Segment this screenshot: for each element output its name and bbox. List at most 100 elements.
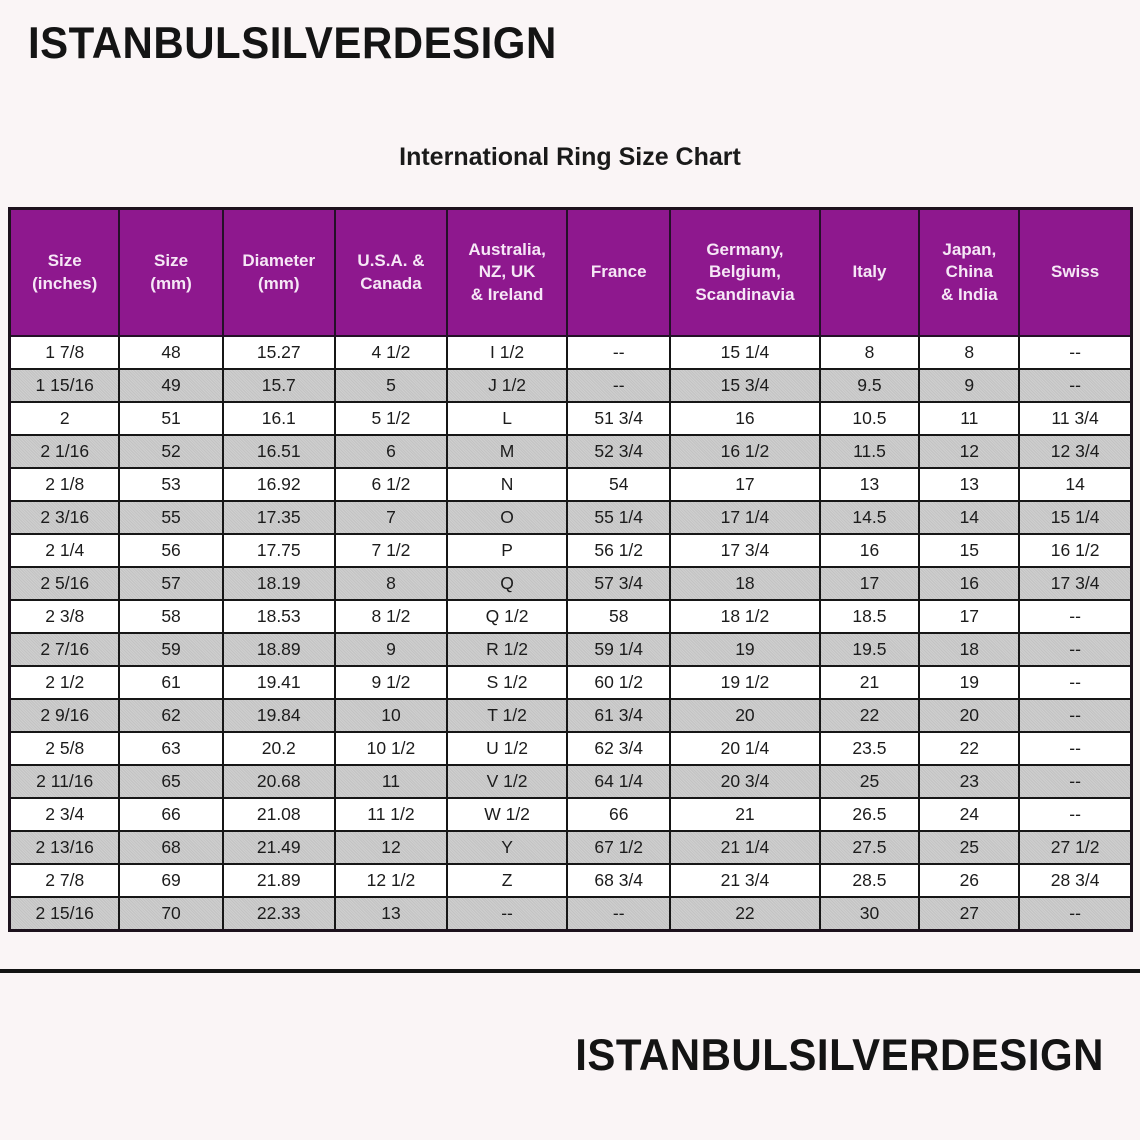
table-cell: 55 <box>118 500 224 535</box>
table-cell: 49 <box>118 368 224 403</box>
table-cell: 20 1/4 <box>669 731 821 766</box>
table-cell: 6 <box>333 434 449 469</box>
table-cell: 23 <box>918 764 1021 799</box>
table-row: 1 7/8 48 15.27 4 1/2 I 1/2 -- 15 1/4 8 8 -- <box>8 335 1133 370</box>
table-cell: 5 <box>333 368 449 403</box>
table-cell: 20.68 <box>221 764 336 799</box>
table-cell: -- <box>1018 764 1133 799</box>
table-cell: 17.75 <box>221 533 336 568</box>
table-cell: 14.5 <box>818 500 921 535</box>
table-cell: 54 <box>566 467 672 502</box>
table-cell: 18.5 <box>818 599 921 634</box>
table-cell: -- <box>1018 368 1133 403</box>
header-row: Size (inches) Size (mm) Diameter (mm) U.S.A… <box>8 207 1133 337</box>
table-cell: 62 <box>118 698 224 733</box>
table-cell: 2 1/8 <box>8 467 121 502</box>
table-cell: 21 <box>818 665 921 700</box>
table-cell: 13 <box>918 467 1021 502</box>
table-cell: -- <box>566 335 672 370</box>
table-cell: 11 <box>333 764 449 799</box>
table-cell: 51 <box>118 401 224 436</box>
table-cell: Z <box>446 863 569 898</box>
table-cell: N <box>446 467 569 502</box>
table-cell: 66 <box>118 797 224 832</box>
table-cell: 15.7 <box>221 368 336 403</box>
table-cell: -- <box>1018 797 1133 832</box>
table-body: 1 7/8 48 15.27 4 1/2 I 1/2 -- 15 1/4 8 8 -- 1 15/1… <box>8 335 1133 932</box>
table-cell: 2 3/4 <box>8 797 121 832</box>
table-cell: 56 <box>118 533 224 568</box>
table-cell: 18.19 <box>221 566 336 601</box>
table-cell: 14 <box>918 500 1021 535</box>
column-header: Size (inches) <box>8 207 121 337</box>
table-cell: 21 <box>669 797 821 832</box>
table-cell: 11 <box>918 401 1021 436</box>
table-cell: 12 3/4 <box>1018 434 1133 469</box>
table-cell: 18 <box>669 566 821 601</box>
table-cell: 2 1/4 <box>8 533 121 568</box>
table-cell: 24 <box>918 797 1021 832</box>
table-cell: 10 1/2 <box>333 731 449 766</box>
table-cell: 68 3/4 <box>566 863 672 898</box>
column-header: Australia, NZ, UK & Ireland <box>446 207 569 337</box>
column-header: Italy <box>818 207 921 337</box>
table-row: 2 3/16 55 17.35 7 O 55 1/4 17 1/4 14.5 14 15 1/4 <box>8 500 1133 535</box>
column-header: Japan, China & India <box>918 207 1021 337</box>
table-cell: 17.35 <box>221 500 336 535</box>
table-cell: 19 <box>669 632 821 667</box>
table-cell: 19.84 <box>221 698 336 733</box>
table-cell: 67 1/2 <box>566 830 672 865</box>
table-cell: 4 1/2 <box>333 335 449 370</box>
column-header: Size (mm) <box>118 207 224 337</box>
table-row: 2 13/16 68 21.49 12 Y 67 1/2 21 1/4 27.5 25 27 1/… <box>8 830 1133 865</box>
table-cell: 19 1/2 <box>669 665 821 700</box>
table-cell: 19.5 <box>818 632 921 667</box>
table-cell: 13 <box>818 467 921 502</box>
table-cell: M <box>446 434 569 469</box>
ring-size-table: Size (inches) Size (mm) Diameter (mm) U.S.A… <box>8 207 1133 932</box>
table-cell: 7 <box>333 500 449 535</box>
table-cell: 56 1/2 <box>566 533 672 568</box>
table-cell: 17 3/4 <box>1018 566 1133 601</box>
table-cell: 16 <box>918 566 1021 601</box>
table-cell: 59 <box>118 632 224 667</box>
table-cell: 16 1/2 <box>669 434 821 469</box>
table-row: 2 11/16 65 20.68 11 V 1/2 64 1/4 20 3/4 25 23 -- <box>8 764 1133 799</box>
table-cell: 12 <box>918 434 1021 469</box>
table-cell: 2 13/16 <box>8 830 121 865</box>
table-cell: 9 1/2 <box>333 665 449 700</box>
table-row: 2 9/16 62 19.84 10 T 1/2 61 3/4 20 22 20 -- <box>8 698 1133 733</box>
table-cell: 16.1 <box>221 401 336 436</box>
table-cell: 21.89 <box>221 863 336 898</box>
table-cell: 60 1/2 <box>566 665 672 700</box>
table-cell: L <box>446 401 569 436</box>
table-cell: 58 <box>566 599 672 634</box>
table-cell: -- <box>566 368 672 403</box>
table-cell: 53 <box>118 467 224 502</box>
table-cell: 16 <box>818 533 921 568</box>
table-row: 2 3/8 58 18.53 8 1/2 Q 1/2 58 18 1/2 18.5 17 -- <box>8 599 1133 634</box>
table-cell: 27 1/2 <box>1018 830 1133 865</box>
table-cell: 15 3/4 <box>669 368 821 403</box>
table-cell: 62 3/4 <box>566 731 672 766</box>
table-cell: 68 <box>118 830 224 865</box>
table-cell: 11.5 <box>818 434 921 469</box>
table-cell: 55 1/4 <box>566 500 672 535</box>
table-cell: V 1/2 <box>446 764 569 799</box>
table-cell: 15 <box>918 533 1021 568</box>
table-cell: 18 <box>918 632 1021 667</box>
chart-title: International Ring Size Chart <box>399 143 741 171</box>
table-cell: 61 <box>118 665 224 700</box>
table-cell: 5 1/2 <box>333 401 449 436</box>
table-cell: 17 <box>918 599 1021 634</box>
table-cell: 18 1/2 <box>669 599 821 634</box>
table-cell: 18.53 <box>221 599 336 634</box>
table-cell: 28 3/4 <box>1018 863 1133 898</box>
table-cell: 23.5 <box>818 731 921 766</box>
table-header: Size (inches) Size (mm) Diameter (mm) U.S.A… <box>8 207 1133 337</box>
table-cell: 2 1/16 <box>8 434 121 469</box>
table-cell: 8 <box>333 566 449 601</box>
table-cell: 48 <box>118 335 224 370</box>
table-cell: S 1/2 <box>446 665 569 700</box>
table-cell: 12 1/2 <box>333 863 449 898</box>
